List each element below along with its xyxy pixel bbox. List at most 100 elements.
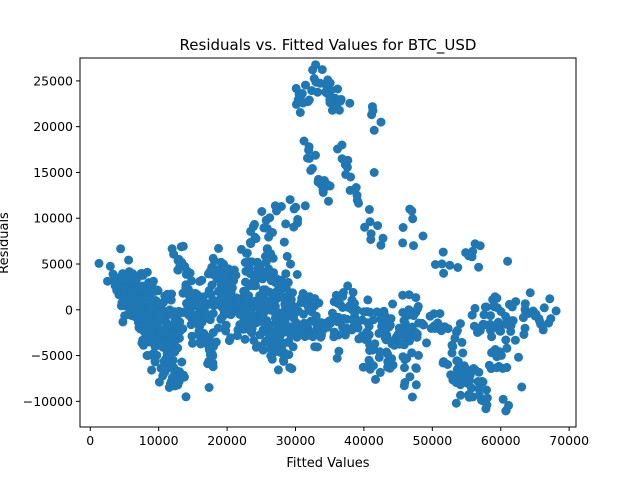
y-axis-label: Residuals [0,212,12,274]
scatter-point-114 [169,372,179,381]
scatter-point-1100 [446,370,456,380]
scatter-point-1059 [445,260,455,270]
scatter-point-661 [247,257,257,267]
scatter-point-949 [340,330,350,340]
scatter-point-228 [160,291,170,301]
scatter-point-1063 [453,263,463,272]
scatter-point-1166 [492,293,502,303]
scatter-point-717 [266,249,275,259]
scatter-point-662 [281,269,291,279]
scatter-point-235 [137,269,147,278]
x-tick-label-1: 10000 [139,433,179,448]
scatter-point-999 [407,392,417,402]
scatter-point-381 [196,318,206,328]
scatter-point-968 [368,315,378,325]
scatter-point-830 [325,98,335,108]
scatter-point-969 [347,305,357,315]
scatter-point-1035 [411,293,421,303]
scatter-point-878 [376,240,386,250]
scatter-point-1137 [469,321,479,331]
scatter-point-697 [241,277,250,287]
scatter-point-671 [242,248,252,258]
scatter-point-1156 [495,326,505,336]
scatter-point-867 [337,154,347,164]
scatter-point-995 [400,363,409,373]
scatter-point-314 [204,383,214,392]
scatter-point-625 [259,307,269,317]
scatter-point-881 [418,231,428,241]
scatter-point-832 [332,104,342,114]
scatter-point-1002 [375,347,385,357]
scatter-point-1172 [502,343,512,353]
scatter-point-1062 [464,251,474,261]
scatter-point-1185 [484,360,494,370]
x-tick-label-3: 30000 [276,433,316,448]
scatter-point-386 [181,283,191,293]
scatter-point-1167 [518,313,528,323]
scatter-point-722 [291,202,301,212]
scatter-point-992 [383,349,392,359]
scatter-point-277 [124,309,134,319]
scatter-point-1144 [538,325,548,335]
scatter-point-1077 [474,384,484,394]
scatter-point-848 [304,153,314,163]
scatter-point-1005 [387,339,397,349]
scatter-point-198 [124,255,134,265]
scatter-point-7 [94,258,104,268]
scatter-point-1019 [422,338,431,348]
scatter-point-631 [213,323,223,333]
scatter-point-1161 [507,316,516,326]
scatter-point-1000 [368,345,377,355]
scatter-point-222 [142,325,152,335]
scatter-point-957 [339,314,349,323]
scatter-point-784 [329,327,339,337]
scatter-point-1103 [456,370,466,380]
scatter-point-758 [310,342,320,352]
scatter-point-1193 [501,406,511,415]
scatter-point-1177 [487,332,497,342]
scatter-point-395 [184,310,194,320]
scatter-point-847 [306,165,316,175]
scatter-point-308 [185,268,195,278]
scatter-point-648 [279,237,289,247]
scatter-point-1173 [501,335,511,345]
scatter-point-256 [156,316,165,326]
scatter-point-132 [159,362,169,372]
x-tick-label-5: 50000 [412,433,452,448]
scatter-point-793 [295,108,305,117]
scatter-point-252 [156,308,166,318]
scatter-point-1196 [407,206,417,216]
scatter-point-856 [364,205,374,214]
scatter-point-630 [226,333,236,343]
scatter-point-831 [325,78,335,88]
scatter-point-801 [304,95,314,105]
scatter-point-388 [188,338,197,348]
scatter-point-1184 [492,363,502,373]
scatter-point-156 [162,349,172,358]
scatter-point-292 [178,241,188,251]
scatter-point-1045 [457,337,467,347]
scatter-point-714 [251,234,261,244]
scatter-point-435 [214,243,223,253]
scatter-point-394 [197,275,207,285]
scatter-point-1064 [439,268,449,278]
scatter-point-703 [281,219,291,229]
scatter-point-589 [208,295,218,305]
scatter-point-804 [307,86,317,96]
scatter-point-1029 [452,327,461,337]
chart-title: Residuals vs. Fitted Values for BTC_USD [180,36,477,55]
scatter-point-1163 [492,303,502,313]
scatter-point-1198 [369,168,379,177]
x-tick-label-2: 20000 [207,433,247,448]
scatter-point-748 [283,277,293,287]
scatter-point-1181 [502,363,512,372]
scatter-point-622 [219,307,229,317]
scatter-point-920 [342,323,352,333]
scatter-point-1142 [525,288,535,298]
scatter-point-1040 [412,329,422,339]
scatter-point-812 [311,77,321,87]
y-tick-label-2: 0 [65,302,73,317]
scatter-point-261 [135,294,145,303]
scatter-point-790 [290,302,299,312]
scatter-point-1106 [464,392,474,402]
